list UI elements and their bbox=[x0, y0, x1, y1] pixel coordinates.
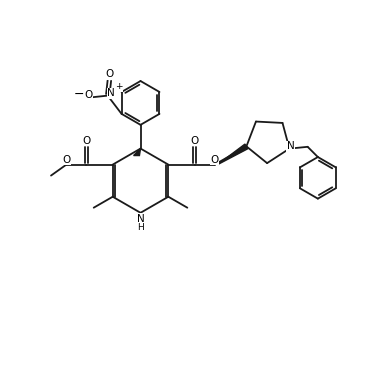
Text: N: N bbox=[287, 142, 295, 151]
Polygon shape bbox=[134, 149, 141, 155]
Text: O: O bbox=[62, 155, 71, 165]
Text: −: − bbox=[74, 88, 84, 101]
Text: H: H bbox=[137, 223, 144, 232]
Text: O: O bbox=[210, 155, 219, 165]
Text: +: + bbox=[115, 82, 122, 91]
Text: N: N bbox=[137, 214, 145, 224]
Polygon shape bbox=[218, 144, 248, 165]
Text: O: O bbox=[105, 69, 114, 80]
Text: O: O bbox=[191, 136, 199, 146]
Text: O: O bbox=[82, 136, 91, 146]
Text: N: N bbox=[107, 88, 115, 99]
Text: O: O bbox=[84, 89, 92, 100]
